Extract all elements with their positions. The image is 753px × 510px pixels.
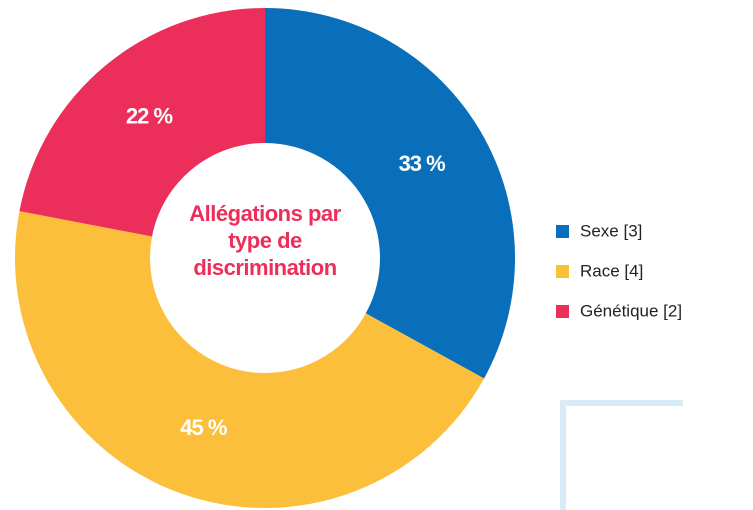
legend-swatch (556, 265, 569, 278)
legend-swatch (556, 305, 569, 318)
decoration (560, 400, 683, 510)
donut-slice (265, 8, 515, 379)
donut-slice (19, 8, 265, 237)
value-label: 33 % (399, 151, 446, 176)
value-label: 45 % (180, 415, 227, 440)
value-label: 22 % (126, 104, 173, 129)
legend-label: Sexe [3] (580, 221, 642, 240)
legend-label: Génétique [2] (580, 301, 682, 320)
donut-slice (14, 211, 485, 509)
chart-title: Allégations par type de discrimination (189, 201, 341, 280)
legend-swatch (556, 225, 569, 238)
legend-label: Race [4] (580, 261, 643, 280)
